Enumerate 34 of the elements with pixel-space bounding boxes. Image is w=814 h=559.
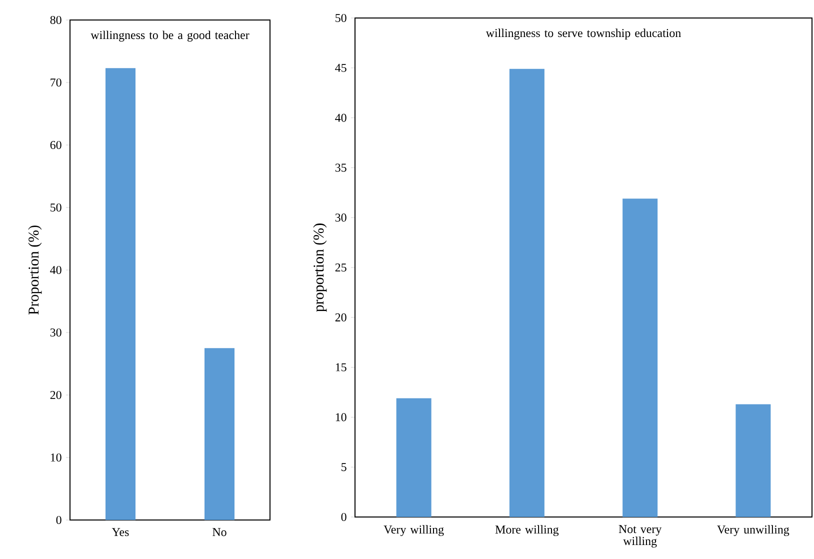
y-axis-title: Proportion (%) xyxy=(28,226,42,315)
x-tick-label: No xyxy=(212,528,226,536)
y-tick-label: 20 xyxy=(50,390,62,400)
text: willingness to serve township education xyxy=(486,28,681,40)
x-tick-label: Not very willing xyxy=(618,525,662,548)
y-tick-label: 40 xyxy=(335,114,346,122)
y-tick-label: 0 xyxy=(341,512,346,522)
y-tick-label: 40 xyxy=(50,266,62,274)
y-tick-label: 15 xyxy=(336,363,346,372)
x-tick-label: Very unwilling xyxy=(717,525,790,536)
y-tick-label: 80 xyxy=(50,16,62,24)
text: willingness to be a good teacher xyxy=(90,30,250,42)
y-tick-label: 50 xyxy=(50,203,62,212)
y-axis-title: proportion (%) xyxy=(313,224,327,312)
y-tick-label: 45 xyxy=(335,64,346,72)
y-tick-label: 30 xyxy=(50,328,62,337)
y-tick-label: 5 xyxy=(342,463,346,472)
x-tick-label: More willing xyxy=(495,525,559,536)
y-tick-label: 10 xyxy=(336,413,346,422)
y-tick-label: 20 xyxy=(335,313,346,322)
y-tick-label: 60 xyxy=(50,140,62,150)
bar xyxy=(736,404,771,517)
y-tick-label: 35 xyxy=(335,164,346,172)
y-tick-label: 50 xyxy=(336,14,346,22)
y-tick-label: 25 xyxy=(335,263,346,272)
y-tick-label: 0 xyxy=(56,516,62,524)
x-tick-label: Very willing xyxy=(384,525,444,536)
y-tick-label: 10 xyxy=(50,453,62,462)
bar xyxy=(396,398,432,517)
bar xyxy=(509,68,544,517)
bar xyxy=(622,198,658,517)
y-tick-label: 70 xyxy=(50,78,62,87)
x-tick-label: Yes xyxy=(112,528,129,536)
y-tick-label: 30 xyxy=(335,214,346,222)
